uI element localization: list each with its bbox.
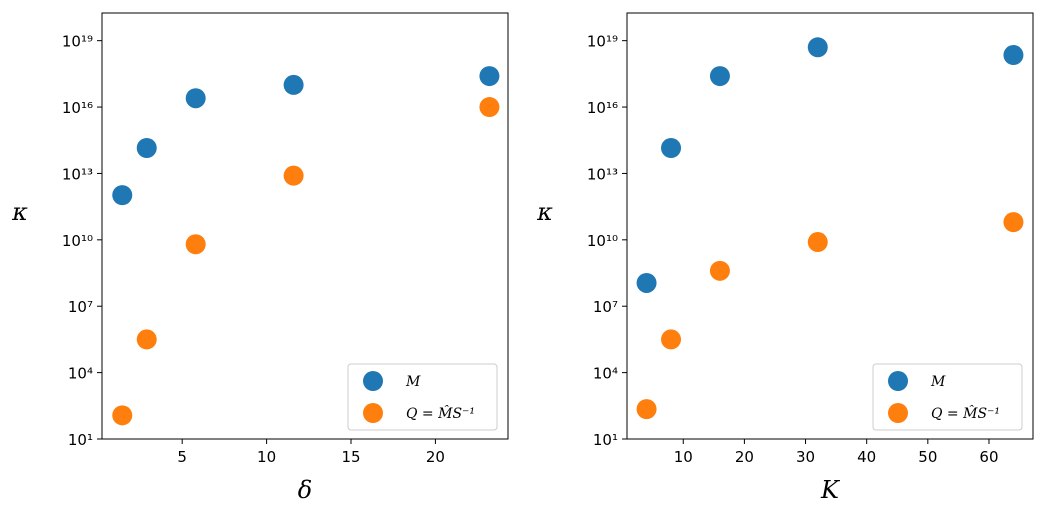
point-q-0	[636, 399, 657, 420]
x-axis-label-left: δ	[298, 476, 312, 504]
legend-label-q-right: Q = M̂S⁻¹	[931, 404, 1000, 422]
y-axis-label-left: κ	[11, 198, 28, 226]
point-m-4	[479, 66, 500, 87]
x-tick-label: 20	[735, 448, 754, 466]
marks-left	[112, 66, 500, 426]
legend-marker-q-left	[363, 403, 383, 423]
point-q-3	[807, 232, 828, 253]
y-tick-label: 10¹³	[62, 165, 93, 183]
ticks-left: 5 10 15 20 10¹ 10⁴ 10⁷ 10¹⁰ 10¹³ 10¹⁶ 10¹⁹	[62, 33, 445, 466]
y-tick-label: 10¹⁶	[587, 99, 618, 117]
point-m-2	[185, 88, 206, 109]
legend-marker-m-right	[888, 371, 908, 391]
y-tick-label: 10¹	[68, 431, 93, 449]
legend-right: M Q = M̂S⁻¹	[872, 363, 1023, 431]
point-q-2	[709, 260, 730, 281]
y-axis-label-right: κ	[536, 198, 553, 226]
point-m-3	[283, 74, 304, 95]
panel-left: 5 10 15 20 10¹ 10⁴ 10⁷ 10¹⁰ 10¹³ 10¹⁶ 10¹⁹ δ κ M Q…	[11, 12, 509, 504]
x-tick-label: 60	[979, 448, 998, 466]
y-tick-label: 10¹⁶	[62, 99, 93, 117]
legend-box-right	[872, 363, 1023, 431]
y-tick-label: 10¹⁰	[62, 232, 93, 250]
legend-label-m-left: M	[405, 374, 421, 390]
legend-left: M Q = M̂S⁻¹	[347, 363, 498, 431]
point-m-0	[636, 272, 657, 293]
x-tick-label: 5	[177, 448, 187, 466]
marks-right	[636, 37, 1024, 420]
legend-box-left	[347, 363, 498, 431]
y-tick-label: 10⁷	[593, 298, 618, 316]
legend-marker-m-left	[363, 371, 383, 391]
plot-frame-left	[101, 12, 509, 440]
plot-frame-right	[626, 12, 1034, 440]
y-tick-label: 10⁴	[68, 365, 93, 383]
x-tick-label: 20	[426, 448, 445, 466]
x-tick-label: 50	[918, 448, 937, 466]
point-q-3	[283, 165, 304, 186]
legend-label-m-right: M	[930, 374, 946, 390]
point-m-3	[807, 37, 828, 58]
y-tick-label: 10¹⁰	[587, 232, 618, 250]
y-tick-label: 10⁴	[593, 365, 618, 383]
point-m-1	[136, 137, 157, 158]
x-tick-label: 15	[341, 448, 360, 466]
ticks-right: 10 20 30 40 50 60 10¹ 10⁴ 10⁷ 10¹⁰ 10¹³ 10¹⁶ 10¹⁹	[587, 33, 999, 466]
y-tick-label: 10¹⁹	[62, 33, 93, 51]
point-m-2	[709, 66, 730, 87]
y-tick-label: 10¹³	[587, 165, 618, 183]
x-axis-label-right: K	[820, 476, 841, 504]
x-tick-label: 40	[857, 448, 876, 466]
point-q-4	[479, 97, 500, 118]
point-q-1	[661, 329, 682, 350]
point-q-4	[1003, 212, 1024, 233]
y-tick-label: 10¹⁹	[587, 33, 618, 51]
x-tick-label: 10	[257, 448, 276, 466]
legend-label-q-left: Q = M̂S⁻¹	[406, 404, 475, 422]
point-m-0	[112, 185, 133, 206]
point-q-1	[136, 329, 157, 350]
point-q-2	[185, 234, 206, 255]
point-q-0	[112, 405, 133, 426]
point-m-4	[1003, 45, 1024, 66]
x-tick-label: 10	[674, 448, 693, 466]
legend-marker-q-right	[888, 403, 908, 423]
y-tick-label: 10⁷	[68, 298, 93, 316]
point-m-1	[661, 137, 682, 158]
y-tick-label: 10¹	[593, 431, 618, 449]
x-tick-label: 30	[796, 448, 815, 466]
